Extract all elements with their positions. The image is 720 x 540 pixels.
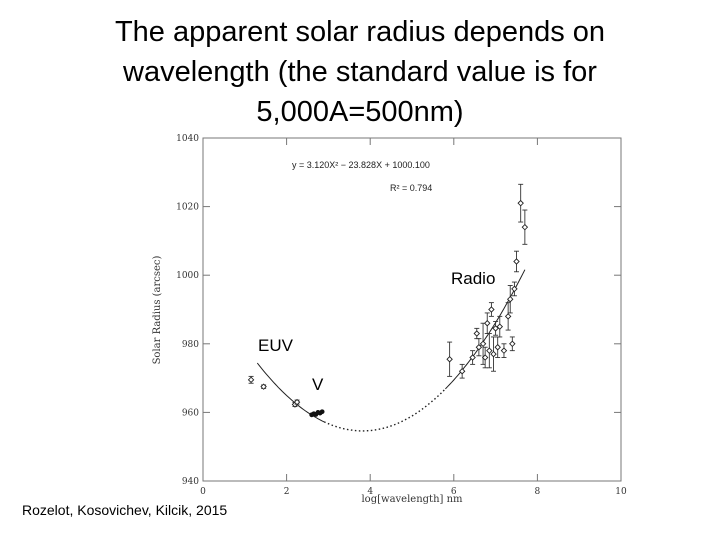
x-axis-title: log[wavelength] nm [361, 494, 463, 505]
data-point-diamond [475, 343, 483, 351]
title-line-1: The apparent solar radius depends on [114, 16, 606, 48]
y-axis-title: Solar Radius (arcsec) [152, 255, 163, 364]
fit-curve-solid [445, 269, 526, 390]
data-point-diamond [500, 347, 508, 354]
title-line-3: 5,000A=500nm) [256, 96, 464, 128]
y-tick-label: 1020 [176, 203, 199, 213]
data-point-diamond [504, 313, 512, 320]
data-point-diamond [506, 295, 514, 303]
data-point-diamond [486, 347, 493, 354]
x-tick-label: 8 [535, 487, 541, 497]
data-point-diamond [469, 354, 476, 361]
x-tick-label: 10 [615, 487, 627, 497]
data-point-diamond [446, 355, 453, 363]
x-tick-label: 2 [284, 487, 290, 497]
data-point-diamond [511, 285, 518, 293]
y-tick-label: 940 [182, 477, 199, 487]
data-point-diamond [509, 340, 516, 348]
plot-frame [202, 137, 622, 482]
visible-label: V [312, 375, 324, 394]
fit-equation: y = 3.120X² − 23.828X + 1000.100 [292, 160, 430, 170]
title-line-2: wavelength (the standard value is for [123, 56, 597, 88]
y-tick-label: 980 [182, 340, 199, 350]
data-point-diamond [494, 343, 501, 351]
fit-curve-dotted [323, 388, 446, 432]
data-point-diamond [490, 350, 497, 358]
data-point-diamond [492, 325, 499, 332]
x-tick-label: 0 [200, 487, 206, 497]
y-tick-label: 960 [182, 408, 199, 418]
data-point-diamond [488, 306, 495, 313]
data-point-filled [319, 409, 325, 415]
data-point-diamond [293, 398, 301, 406]
axis-ticks: 0 2 4 6 8 10 940 960 980 1000 1020 1040 [176, 134, 627, 497]
y-tick-label: 1040 [176, 134, 199, 144]
data-point-diamond [260, 383, 267, 390]
data-point-diamond [484, 319, 491, 327]
data-point-diamond [496, 323, 504, 330]
data-point-diamond [517, 199, 524, 207]
euv-label: EUV [258, 336, 294, 355]
fit-r-squared: R² = 0.794 [390, 183, 432, 193]
data-point-diamond [458, 368, 466, 375]
data-point-diamond [473, 330, 481, 337]
data-point-diamond [521, 223, 529, 231]
data-point-diamond [247, 376, 255, 384]
data-point-diamond [481, 354, 489, 361]
citation-credit: Rozelot, Kosovichev, Kilcik, 2015 [22, 502, 228, 518]
radio-label: Radio [451, 269, 495, 288]
slide-title: The apparent solar radius depends on wav… [40, 12, 680, 132]
data-point-diamond [479, 340, 487, 348]
x-tick-label: 4 [367, 487, 373, 497]
x-tick-label: 6 [451, 487, 457, 497]
y-tick-label: 1000 [176, 271, 199, 281]
data-points [247, 183, 529, 418]
data-point-diamond [513, 258, 520, 265]
